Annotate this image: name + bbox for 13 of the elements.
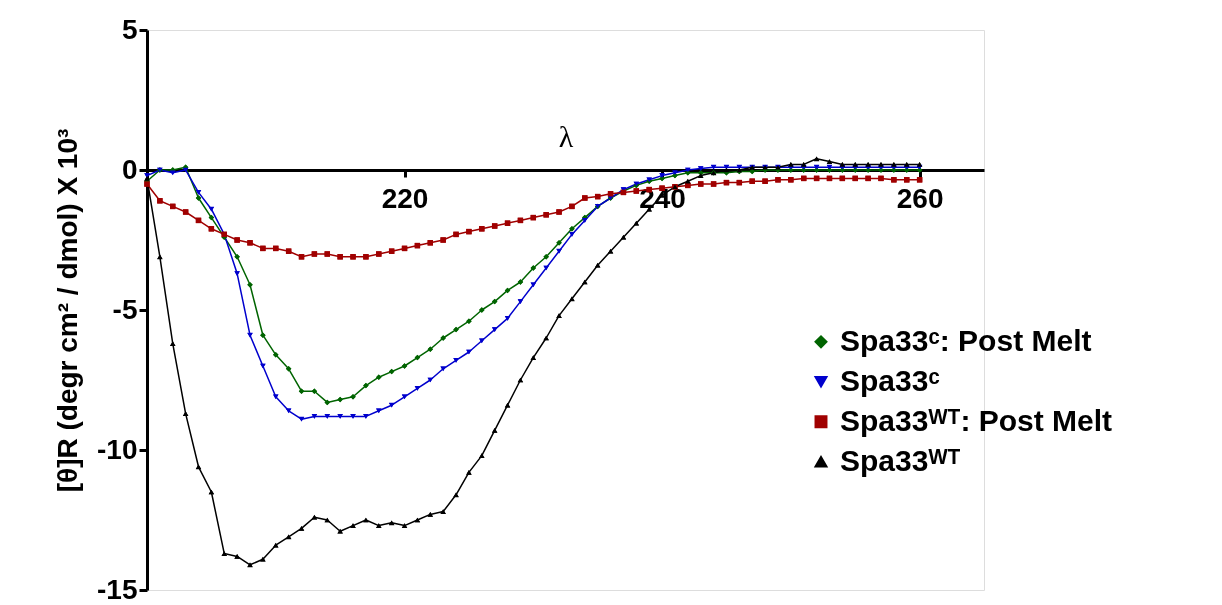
x-tick-label: 220 — [381, 182, 429, 214]
y-tick-label: -15 — [97, 573, 138, 605]
legend-label: Spa33ᶜ: Post Melt — [840, 323, 1092, 357]
legend-label: Spa33ᶜ — [840, 363, 940, 397]
y-tick-label: -5 — [112, 293, 138, 325]
legend-label: Spa33ᵂᵀ — [840, 443, 961, 477]
y-tick-label: 0 — [121, 153, 138, 185]
x-axis-title: λ — [558, 119, 574, 153]
legend-label: Spa33ᵂᵀ: Post Melt — [840, 403, 1113, 437]
x-tick-label: 260 — [896, 182, 944, 214]
y-axis-title: [θ]R (degr cm² / dmol) X 10³ — [52, 128, 84, 493]
y-tick-label: 5 — [121, 13, 138, 45]
y-tick-label: -10 — [97, 433, 138, 465]
